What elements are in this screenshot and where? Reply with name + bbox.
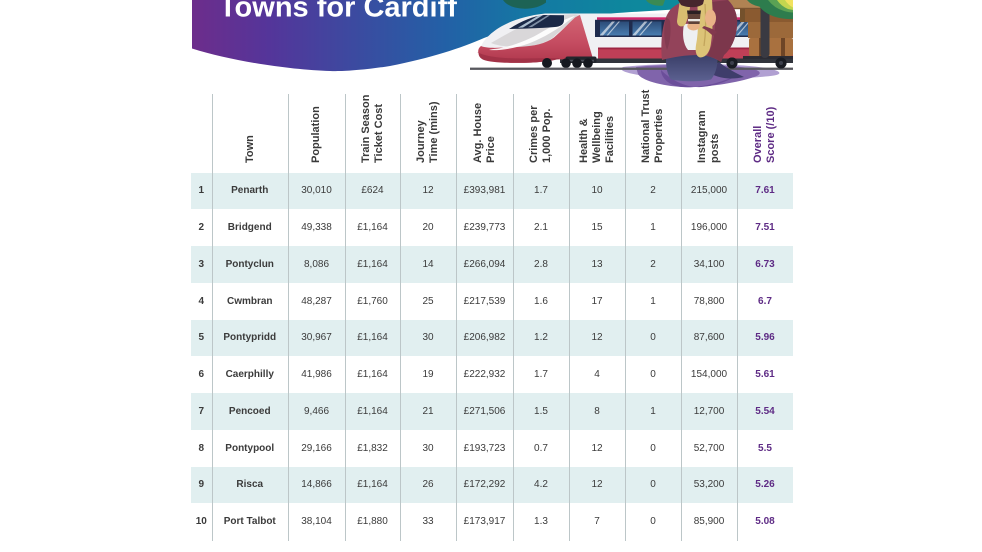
svg-text:Towns for Cardiff: Towns for Cardiff bbox=[219, 0, 457, 24]
